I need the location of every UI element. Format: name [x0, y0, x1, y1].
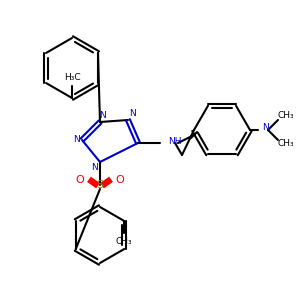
- Text: CH₃: CH₃: [278, 140, 294, 148]
- Text: N: N: [92, 163, 98, 172]
- Text: H₃C: H₃C: [64, 74, 81, 82]
- Text: O: O: [116, 175, 124, 185]
- Text: N: N: [100, 112, 106, 121]
- Text: NH: NH: [168, 136, 182, 146]
- Text: N: N: [74, 136, 80, 145]
- Text: N: N: [130, 110, 136, 118]
- Text: O: O: [76, 175, 84, 185]
- Text: CH₃: CH₃: [116, 236, 133, 245]
- Text: N: N: [262, 124, 269, 133]
- Text: S: S: [96, 180, 103, 190]
- Text: CH₃: CH₃: [278, 112, 294, 121]
